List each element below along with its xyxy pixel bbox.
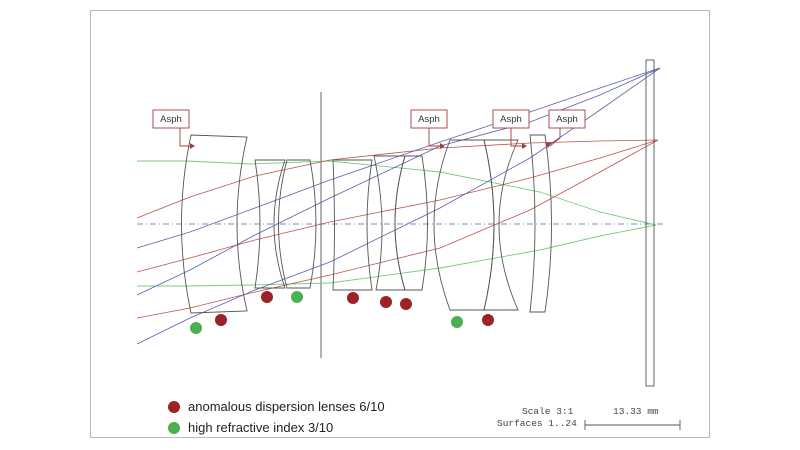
legend-high-ri-label: high refractive index 3/10 bbox=[188, 420, 334, 435]
legend-anomalous: anomalous dispersion lenses 6/10 bbox=[168, 399, 385, 414]
asph-label: Asph bbox=[500, 114, 522, 125]
asph-callouts: Asph Asph Asph Asph bbox=[152, 109, 586, 149]
marker-anomalous bbox=[347, 292, 359, 304]
marker-anomalous bbox=[215, 314, 227, 326]
scale-label: Scale 3:1 bbox=[522, 406, 574, 417]
asph-callout-4: Asph bbox=[545, 109, 586, 148]
marker-high-ri bbox=[451, 316, 463, 328]
lens-1 bbox=[181, 134, 248, 314]
lens-3a bbox=[332, 159, 373, 291]
lens-3c bbox=[394, 155, 428, 291]
lens-markers bbox=[190, 291, 494, 334]
lens-5 bbox=[529, 134, 552, 313]
legend-anomalous-dot bbox=[168, 400, 180, 413]
lens-2a bbox=[254, 159, 286, 289]
marker-high-ri bbox=[190, 322, 202, 334]
rays-blue bbox=[136, 67, 661, 345]
rays-red bbox=[136, 139, 659, 319]
lens-4b bbox=[483, 139, 519, 311]
marker-anomalous bbox=[482, 314, 494, 326]
legend-anomalous-label: anomalous dispersion lenses 6/10 bbox=[188, 399, 385, 414]
legend-high-ri: high refractive index 3/10 bbox=[168, 420, 333, 435]
lens-4a bbox=[433, 139, 495, 311]
scale-bar bbox=[584, 420, 681, 430]
asph-callout-3: Asph bbox=[492, 109, 530, 149]
scale-length-label: 13.33 mm bbox=[613, 406, 659, 417]
lens-2b bbox=[278, 159, 317, 289]
asph-label: Asph bbox=[160, 114, 182, 125]
asph-label: Asph bbox=[418, 114, 440, 125]
lens-elements bbox=[181, 59, 655, 387]
rays-green bbox=[137, 160, 657, 287]
asph-callout-1: Asph bbox=[152, 109, 195, 149]
diagram-frame bbox=[90, 10, 710, 438]
surfaces-label: Surfaces 1..24 bbox=[497, 418, 577, 429]
legend-high-ri-dot bbox=[168, 421, 180, 434]
sensor-glass bbox=[645, 59, 655, 387]
marker-anomalous bbox=[261, 291, 273, 303]
marker-high-ri bbox=[291, 291, 303, 303]
asph-label: Asph bbox=[556, 114, 578, 125]
asph-callout-2: Asph bbox=[410, 109, 448, 149]
marker-anomalous bbox=[400, 298, 412, 310]
marker-anomalous bbox=[380, 296, 392, 308]
